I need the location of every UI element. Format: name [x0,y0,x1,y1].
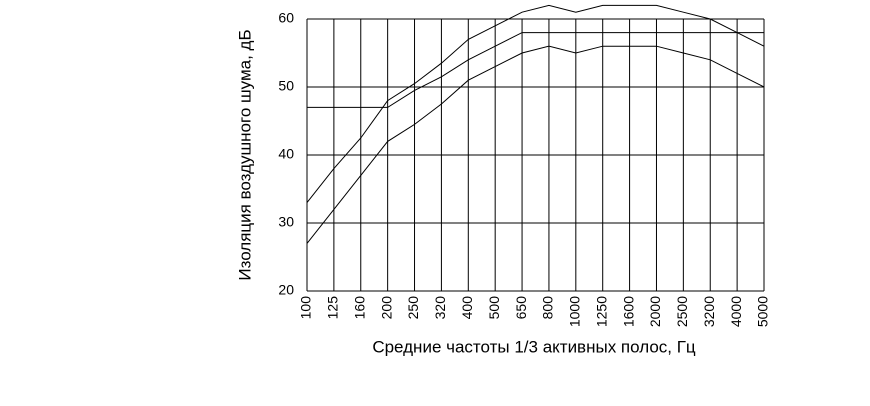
x-tick-label: 320 [432,296,448,320]
x-tick-label: 5000 [755,296,771,327]
line-series [307,32,764,108]
x-tick-label: 1600 [620,296,636,327]
x-tick-label: 160 [351,296,367,320]
x-tick-label: 650 [513,296,529,320]
x-tick-label: 3200 [701,296,717,327]
y-tick-label: 50 [278,78,294,94]
x-tick-label: 500 [486,296,502,320]
x-tick-label: 800 [540,296,556,320]
x-tick-label: 2000 [647,296,663,327]
x-tick-label: 125 [325,296,341,320]
x-tick-label: 400 [459,296,475,320]
y-tick-label: 30 [278,214,294,230]
line-series [306,45,765,244]
x-tick-label: 250 [405,296,421,320]
y-tick-label: 40 [278,146,294,162]
y-tick-label: 20 [278,282,294,298]
x-axis-title: Средние частоты 1/3 активных полос, Гц [372,337,696,356]
y-tick-label: 60 [278,10,294,26]
x-tick-label: 100 [298,296,314,320]
x-tick-label: 1250 [593,296,609,327]
x-tick-label: 4000 [728,296,744,327]
x-tick-label: 2500 [674,296,690,327]
line-series [306,4,765,203]
x-tick-label: 1000 [567,296,583,327]
y-axis-title: Изоляция воздушного шума, дБ [235,29,254,280]
x-tick-label: 200 [378,296,394,320]
